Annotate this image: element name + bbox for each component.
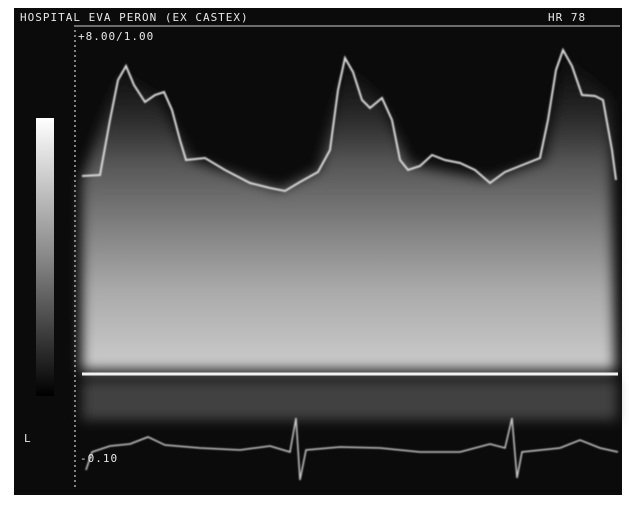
ecg-trace (85, 417, 619, 481)
spectral-fill (82, 50, 617, 420)
scale-top: +8.00/1.00 (78, 30, 154, 43)
side-label: L (24, 432, 32, 445)
grayscale-bar (36, 118, 54, 396)
velocity-envelope (81, 47, 617, 193)
header-title: HOSPITAL EVA PERON (EX CASTEX) (20, 11, 249, 24)
heart-rate: HR 78 (548, 11, 586, 24)
scale-bottom: -0.10 (80, 452, 118, 465)
